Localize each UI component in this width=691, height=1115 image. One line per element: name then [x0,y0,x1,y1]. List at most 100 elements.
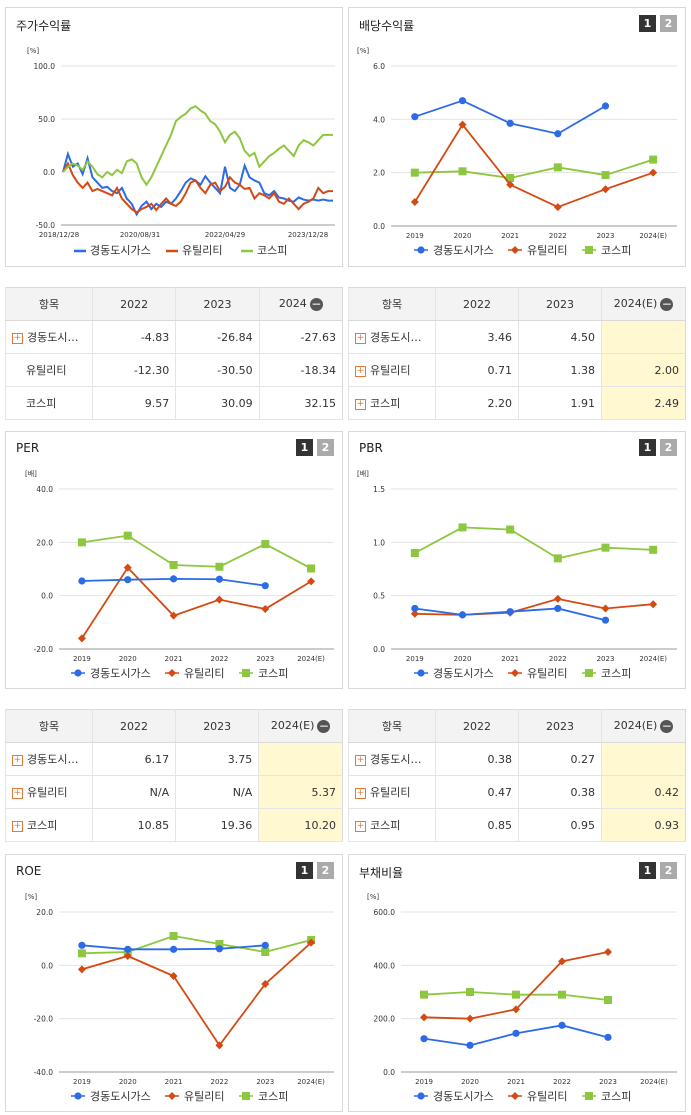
div-table: 항목 2022 2023 2024(E) − + 경동도시… 3.46 4.50 + 유틸리티 0.7… [347,287,686,420]
data-point-kospi [649,155,658,164]
data-point-util [123,952,132,960]
collapse-icon[interactable]: − [660,296,674,311]
y-tick-label: 4.0 [373,115,385,124]
expand-plus-icon[interactable]: + [12,754,23,766]
expand-plus-icon[interactable]: + [355,332,366,344]
column-header-year: 2024(E) − [600,709,686,743]
legend-label-util: 유틸리티 [527,244,567,257]
data-point-gas [411,604,419,613]
row-name-label: 유틸리티 [26,364,67,377]
data-point-util [77,965,86,974]
legend-swatch-gas [417,246,425,254]
per-chart-panel: PER 1 2 [배] 40.0 20.0 0.0 -20.0 2019 2020 2021 2… [5,431,343,689]
data-point-gas [604,1033,612,1041]
expand-plus-icon[interactable]: + [12,787,23,799]
x-tick-label: 2021 [507,1078,525,1086]
tab-2-button[interactable]: 2 [660,439,677,456]
tab-2-button[interactable]: 2 [317,862,334,879]
y-tick-label: 0.0 [43,168,55,177]
tab-2-button[interactable]: 2 [317,439,334,456]
per-table: 항목 2022 2023 2024(E) − + 경동도시… 6.17 3.75 + 유틸리티 N/A… [5,709,343,842]
row-name: + 경동도시… [347,742,436,776]
tab-1-button[interactable]: 1 [296,439,313,456]
table-cell: -4.83 [91,320,176,354]
collapse-icon[interactable]: − [317,718,331,733]
column-header-label: 2022 [463,297,492,311]
data-point-util [123,563,132,572]
y-tick-label: 0.0 [373,222,385,231]
x-tick-label: 2019 [73,655,91,663]
data-point-kospi [553,163,562,172]
data-point-gas [420,1035,428,1043]
data-point-gas [411,113,419,121]
x-tick-label: 2023 [256,655,274,663]
data-point-util [215,595,224,604]
tab-2-button[interactable]: 2 [660,15,677,32]
legend-swatch-kospi [242,1092,250,1100]
row-name: 코스피 [5,386,93,420]
expand-plus-icon[interactable]: + [12,820,23,832]
table-cell: -26.84 [175,320,260,354]
legend-swatch-kospi [585,1092,593,1100]
data-point-gas [512,1029,520,1037]
data-point-kospi [506,174,515,182]
data-point-util [307,577,316,586]
expand-plus-icon[interactable]: + [355,365,366,377]
row-name: 유틸리티 [5,353,93,387]
expand-plus-icon[interactable]: + [355,820,366,832]
collapse-icon[interactable]: − [309,296,323,311]
legend-label-util: 유틸리티 [527,1090,567,1103]
tab-1-button[interactable]: 1 [639,15,656,32]
y-tick-label: 0.5 [373,592,385,601]
expand-plus-icon[interactable]: + [355,754,366,766]
tab-1-button[interactable]: 1 [639,862,656,879]
data-point-kospi [77,538,86,547]
data-point-gas [124,576,132,584]
y-tick-label: 100.0 [34,62,56,71]
table-cell: 0.47 [435,775,519,809]
table-row: + 코스피 2.20 1.91 2.49 [347,386,686,420]
table-cell: 1.38 [518,353,602,387]
row-name: + 경동도시… [5,320,93,354]
column-header-label: 항목 [38,298,60,311]
data-point-util [169,611,178,620]
data-point-kospi [553,554,562,563]
data-point-gas [466,1041,474,1049]
tab-1-button[interactable]: 1 [296,862,313,879]
debt-chart: [%] 600.0 400.0 200.0 0.0 2019 2020 2021 2022 202… [367,893,677,1103]
row-name-label: 경동도시… [27,331,79,344]
row-name-label: 코스피 [370,819,401,832]
x-tick-label: 2019 [415,1078,433,1086]
legend-label-util: 유틸리티 [184,1090,224,1103]
data-point-util [558,957,566,966]
legend-swatch-util [511,669,519,677]
collapse-icon[interactable]: − [660,718,674,733]
table-cell [258,742,343,776]
table-row: 유틸리티 -12.30 -30.50 -18.34 [5,353,343,387]
column-header-label: 항목 [381,298,403,311]
tab-1-button[interactable]: 1 [639,439,656,456]
table-cell: 2.49 [600,386,686,420]
expand-plus-icon[interactable]: + [12,332,23,344]
legend-label-util: 유틸리티 [184,667,224,680]
legend-label-kospi: 코스피 [601,244,631,257]
roe-badges: 1 2 [296,862,334,879]
column-header-year: 2024(E) − [600,287,686,321]
data-point-util [307,938,316,947]
x-tick-label: 2020/08/31 [120,231,160,239]
table-cell: 6.17 [91,742,176,776]
table-cell: 0.93 [600,808,686,842]
per-badges: 1 2 [296,439,334,456]
table-cell [600,320,686,354]
expand-plus-icon[interactable]: + [355,787,366,799]
tab-2-button[interactable]: 2 [660,862,677,879]
debt-chart-title: 부채비율 [359,866,404,880]
x-tick-label: 2022 [549,232,567,240]
column-header-year: 2022 [91,287,176,321]
legend-swatch-kospi [585,669,593,677]
table-row: + 코스피 0.85 0.95 0.93 [347,808,686,842]
data-point-gas [169,945,178,953]
expand-plus-icon[interactable]: + [355,398,366,410]
legend-swatch-gas [74,669,82,677]
